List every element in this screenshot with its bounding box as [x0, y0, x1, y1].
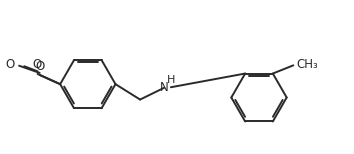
- Text: O: O: [35, 60, 44, 73]
- Text: O: O: [6, 58, 15, 71]
- Text: O: O: [32, 58, 41, 71]
- Text: N: N: [160, 81, 169, 94]
- Text: H: H: [167, 75, 176, 85]
- Text: CH₃: CH₃: [296, 58, 318, 71]
